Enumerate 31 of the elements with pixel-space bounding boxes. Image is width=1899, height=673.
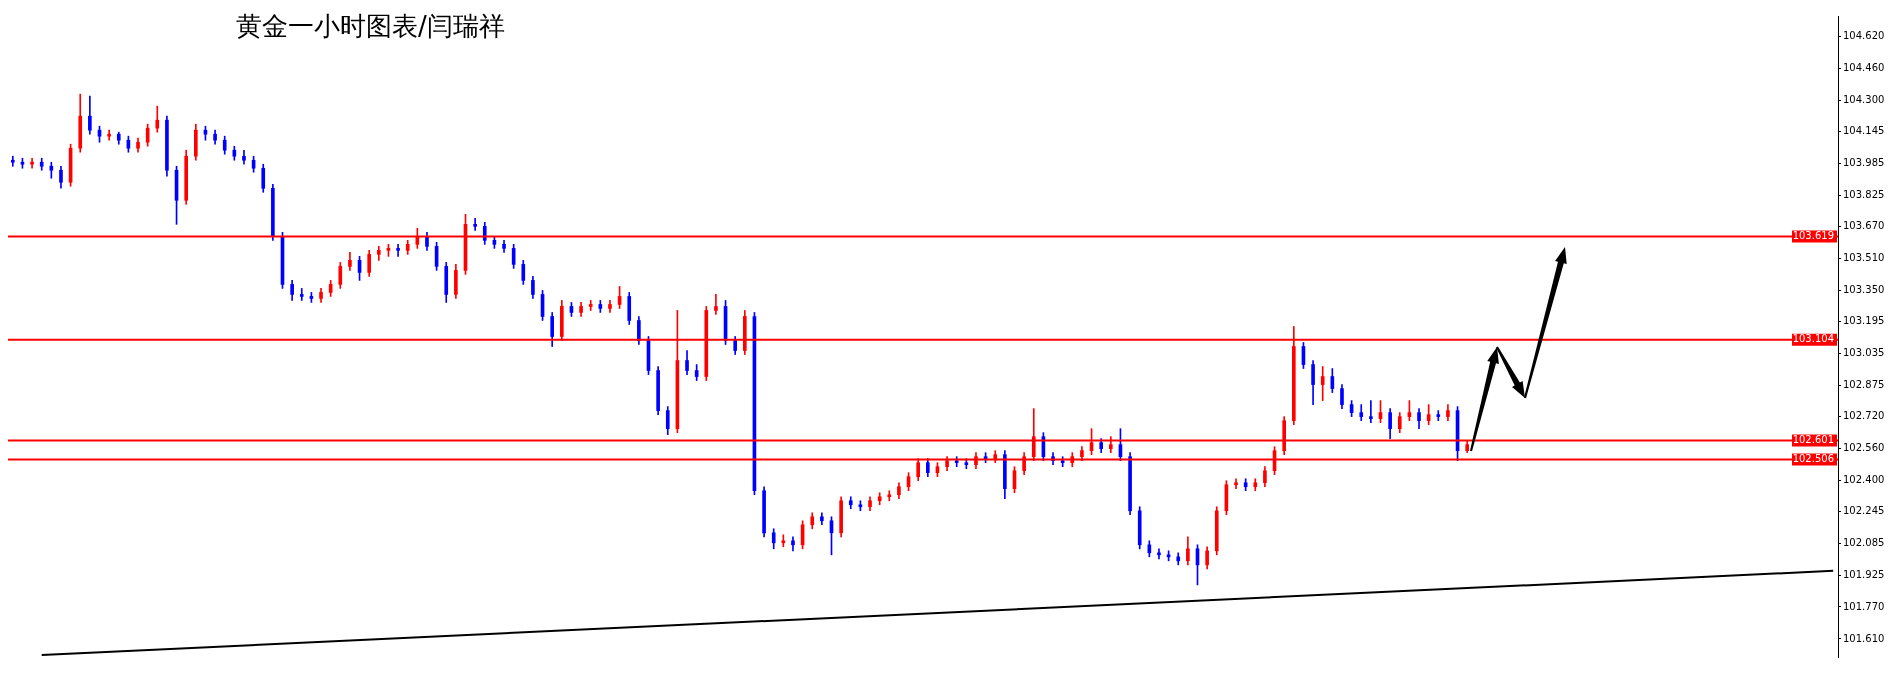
y-tick-label: 102.400 xyxy=(1843,474,1885,486)
candlestick xyxy=(473,217,477,231)
chart-title: 黄金一小时图表/闫瑞祥 xyxy=(236,10,505,41)
y-tick-label: 104.460 xyxy=(1843,61,1885,73)
y-tick-label: 103.985 xyxy=(1843,156,1885,168)
candlestick xyxy=(1320,366,1325,401)
y-tick-label: 103.825 xyxy=(1843,188,1885,200)
y-tick-label: 101.925 xyxy=(1843,569,1885,581)
y-tick-label: 103.350 xyxy=(1843,284,1885,296)
y-tick-label: 104.300 xyxy=(1843,93,1885,105)
y-tick-label: 103.035 xyxy=(1843,347,1885,359)
ref-line-label: 103.619 xyxy=(1792,230,1834,242)
y-tick-label: 103.195 xyxy=(1843,315,1885,327)
y-tick-label: 102.560 xyxy=(1843,442,1885,454)
candlestick xyxy=(1369,400,1373,423)
ref-line-label: 103.104 xyxy=(1792,333,1834,345)
candlestick xyxy=(299,288,304,301)
y-tick-label: 104.620 xyxy=(1843,29,1885,41)
y-tick-label: 101.770 xyxy=(1843,600,1885,612)
y-tick-label: 102.875 xyxy=(1843,379,1885,391)
y-tick-label: 102.245 xyxy=(1843,505,1885,517)
candlestick xyxy=(396,244,400,257)
y-tick-label: 102.085 xyxy=(1843,537,1885,549)
candlestick xyxy=(714,294,718,315)
ref-line-label: 102.601 xyxy=(1792,434,1834,446)
y-tick-label: 104.145 xyxy=(1843,124,1885,136)
y-tick-label: 101.610 xyxy=(1843,632,1885,644)
ref-line-label: 102.506 xyxy=(1792,453,1834,465)
y-tick-label: 102.720 xyxy=(1843,410,1885,422)
y-tick-label: 103.510 xyxy=(1843,251,1885,263)
y-tick-label: 103.670 xyxy=(1843,219,1885,231)
